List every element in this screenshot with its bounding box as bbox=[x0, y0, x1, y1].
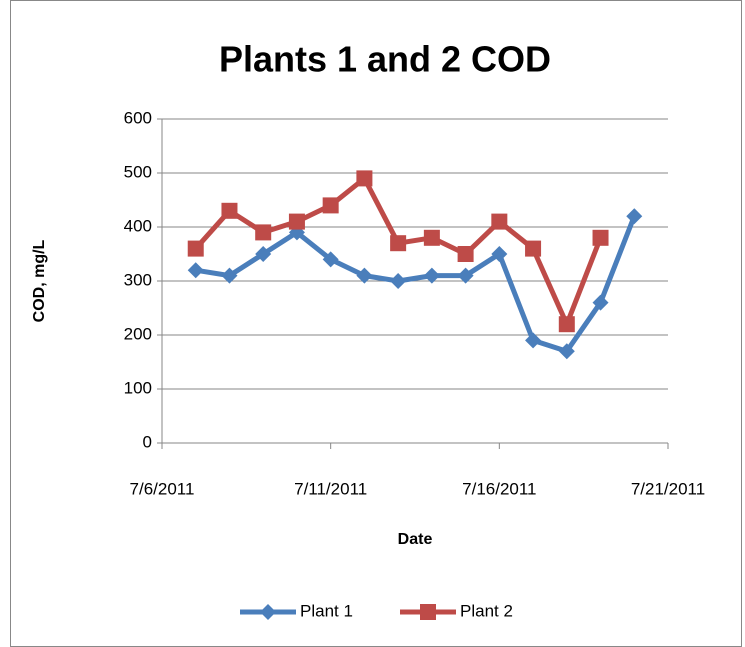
y-axis-label: COD, mg/L bbox=[31, 239, 48, 322]
marker bbox=[260, 604, 276, 620]
chart-title: Plants 1 and 2 COD bbox=[219, 39, 551, 80]
marker bbox=[423, 229, 440, 246]
marker bbox=[322, 251, 339, 268]
marker bbox=[457, 267, 474, 284]
marker bbox=[390, 235, 407, 252]
marker bbox=[423, 267, 440, 284]
y-tick-label: 600 bbox=[124, 108, 152, 127]
marker bbox=[221, 267, 238, 284]
marker bbox=[390, 273, 407, 289]
marker bbox=[356, 170, 373, 187]
marker bbox=[592, 229, 609, 246]
legend-label: Plant 2 bbox=[460, 601, 513, 620]
marker bbox=[558, 343, 575, 360]
y-tick-label: 400 bbox=[124, 216, 152, 235]
marker bbox=[525, 240, 542, 257]
y-tick-label: 200 bbox=[124, 324, 152, 343]
legend-label: Plant 1 bbox=[300, 601, 353, 620]
marker bbox=[255, 246, 272, 262]
x-tick-label: 7/11/2011 bbox=[294, 479, 367, 498]
marker bbox=[420, 604, 436, 620]
marker bbox=[288, 213, 305, 230]
x-axis-label: Date bbox=[398, 531, 433, 548]
y-tick-label: 300 bbox=[124, 270, 152, 289]
y-tick-label: 500 bbox=[124, 162, 152, 181]
marker bbox=[491, 246, 508, 262]
marker bbox=[356, 267, 373, 284]
marker bbox=[187, 240, 204, 257]
marker bbox=[491, 213, 508, 230]
marker bbox=[626, 208, 643, 225]
x-tick-label: 7/16/2011 bbox=[462, 479, 536, 498]
x-tick-label: 7/6/2011 bbox=[130, 479, 195, 498]
x-tick-label: 7/21/2011 bbox=[631, 479, 705, 498]
marker bbox=[221, 202, 238, 219]
marker bbox=[255, 224, 272, 241]
chart-border bbox=[10, 0, 742, 647]
marker bbox=[187, 262, 204, 279]
y-tick-label: 0 bbox=[143, 432, 152, 451]
y-tick-label: 100 bbox=[124, 378, 152, 397]
marker bbox=[592, 294, 609, 311]
marker bbox=[457, 246, 474, 262]
marker bbox=[558, 316, 575, 333]
marker bbox=[322, 197, 339, 214]
marker bbox=[525, 332, 542, 349]
